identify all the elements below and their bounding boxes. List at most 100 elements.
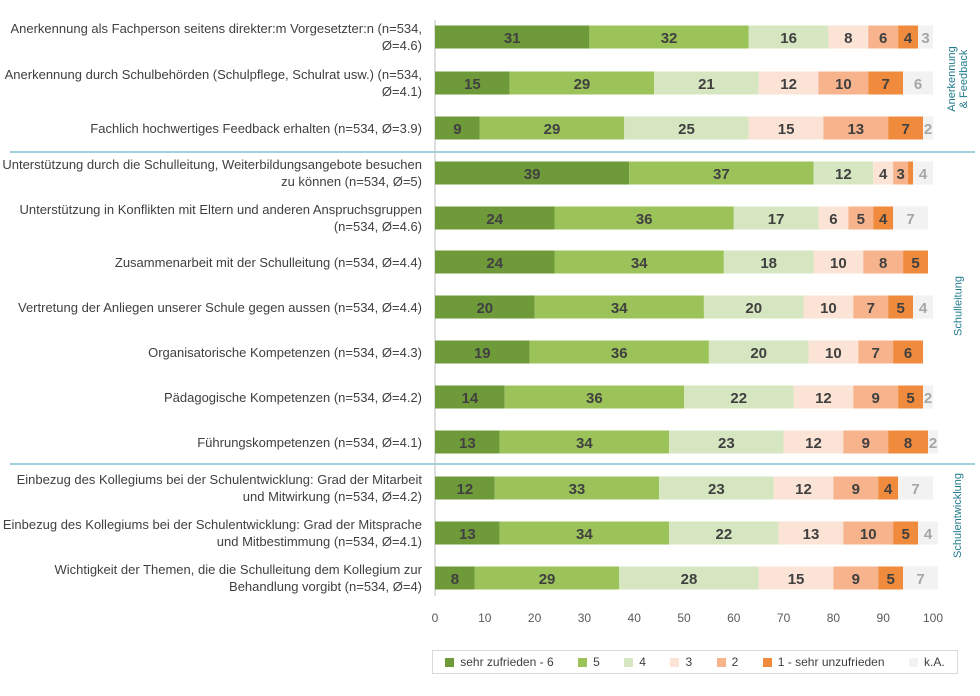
data-label: 6 bbox=[829, 211, 837, 228]
category-label: Einbezug des Kollegiums bei der Schulent… bbox=[16, 472, 422, 504]
data-label: 18 bbox=[760, 255, 777, 272]
data-label: 16 bbox=[780, 30, 797, 47]
bar-segment bbox=[534, 295, 704, 319]
bar-segment bbox=[898, 476, 933, 500]
bar-segment bbox=[758, 566, 834, 590]
data-label: 25 bbox=[678, 121, 695, 138]
data-label: 12 bbox=[795, 481, 812, 498]
bar-segment bbox=[868, 71, 904, 95]
data-label: 13 bbox=[803, 526, 820, 543]
bar-segment bbox=[435, 340, 530, 364]
bar-segment bbox=[435, 25, 590, 49]
bar-segment bbox=[554, 250, 724, 274]
bar-segment bbox=[435, 430, 500, 454]
x-tick-label: 90 bbox=[877, 611, 891, 625]
x-tick-label: 80 bbox=[827, 611, 841, 625]
bar-segment bbox=[813, 250, 864, 274]
x-tick-label: 30 bbox=[578, 611, 592, 625]
data-label: 7 bbox=[906, 211, 914, 228]
data-label: 36 bbox=[586, 390, 603, 407]
data-label: 28 bbox=[681, 571, 698, 588]
x-tick-label: 50 bbox=[677, 611, 691, 625]
data-label: 33 bbox=[569, 481, 586, 498]
data-label: 4 bbox=[879, 211, 888, 228]
group-label: Anerkennung & Feedback bbox=[946, 45, 970, 112]
x-tick-label: 10 bbox=[478, 611, 492, 625]
category-label: Unterstützung durch die Schulleitung, We… bbox=[2, 157, 422, 189]
legend-swatch bbox=[445, 657, 455, 667]
bar-segment bbox=[888, 295, 914, 319]
data-label: 9 bbox=[852, 481, 860, 498]
data-label: 32 bbox=[661, 30, 678, 47]
legend-label: 5 bbox=[593, 655, 600, 669]
bar-segment bbox=[893, 161, 909, 185]
bar-segment bbox=[435, 161, 630, 185]
data-label: 6 bbox=[904, 345, 912, 362]
bar-segment bbox=[435, 295, 535, 319]
bar-segment bbox=[848, 206, 874, 230]
bar-segment bbox=[828, 25, 869, 49]
category-label: Pädagogische Kompetenzen (n=534, Ø=4.2) bbox=[163, 389, 422, 405]
data-label: 4 bbox=[924, 526, 933, 543]
data-label: 10 bbox=[860, 526, 877, 543]
bar-segment bbox=[823, 116, 889, 140]
data-label: 7 bbox=[872, 345, 880, 362]
bar-segment bbox=[863, 250, 904, 274]
data-label: 4 bbox=[919, 300, 928, 317]
data-label: 5 bbox=[901, 526, 909, 543]
bar-segment bbox=[888, 430, 929, 454]
bar-segment bbox=[898, 385, 924, 409]
data-label: 34 bbox=[631, 255, 648, 272]
data-label: 34 bbox=[611, 300, 628, 317]
bar-segment bbox=[435, 476, 495, 500]
bar-segment bbox=[908, 161, 914, 185]
bar-segment bbox=[435, 71, 510, 95]
x-tick-label: 100 bbox=[923, 611, 943, 625]
bar-segment bbox=[435, 116, 480, 140]
data-label: 5 bbox=[886, 571, 894, 588]
legend-label: 2 bbox=[731, 655, 739, 669]
data-label: 10 bbox=[820, 300, 837, 317]
category-label: Vertretung der Anliegen unserer Schule g… bbox=[17, 299, 422, 315]
group-label: Schulleitung bbox=[952, 275, 964, 336]
data-label: 8 bbox=[904, 435, 912, 452]
data-label: 22 bbox=[715, 526, 732, 543]
data-label: 10 bbox=[835, 76, 852, 93]
legend-item: sehr zufrieden - 6 bbox=[445, 655, 554, 669]
x-tick-label: 40 bbox=[628, 611, 642, 625]
bar-segment bbox=[509, 71, 655, 95]
data-label: 5 bbox=[857, 211, 865, 228]
data-label: 24 bbox=[486, 255, 503, 272]
data-label: 6 bbox=[879, 30, 887, 47]
bar-segment bbox=[893, 521, 919, 545]
category-label: Anerkennung als Fachperson seitens direk… bbox=[10, 21, 422, 53]
bar-segment bbox=[833, 476, 879, 500]
bar-segment bbox=[873, 206, 894, 230]
bar-segment bbox=[435, 566, 475, 590]
data-label: 5 bbox=[896, 300, 904, 317]
data-label: 6 bbox=[914, 76, 922, 93]
data-label: 24 bbox=[486, 211, 503, 228]
data-label: 15 bbox=[778, 121, 795, 138]
category-label: Zusammenarbeit mit der Schulleitung (n=5… bbox=[114, 254, 422, 270]
bar-segment bbox=[833, 566, 879, 590]
bar-segment bbox=[878, 566, 904, 590]
bar-segment bbox=[843, 521, 894, 545]
bar-segment bbox=[803, 295, 854, 319]
legend-swatch bbox=[624, 657, 634, 667]
x-tick-label: 60 bbox=[727, 611, 741, 625]
bar-segment bbox=[669, 521, 779, 545]
legend-label: 3 bbox=[685, 655, 693, 669]
bar-segment bbox=[843, 430, 889, 454]
bar-segment bbox=[708, 340, 809, 364]
bar-segment bbox=[435, 250, 555, 274]
bar-segment bbox=[629, 161, 814, 185]
bar-segment bbox=[669, 430, 784, 454]
legend-swatch bbox=[716, 657, 726, 667]
data-label: 14 bbox=[462, 390, 479, 407]
data-label: 19 bbox=[474, 345, 491, 362]
data-label: 20 bbox=[476, 300, 493, 317]
data-label: 4 bbox=[904, 30, 913, 47]
bar-segment bbox=[868, 25, 899, 49]
bar-segment bbox=[723, 250, 814, 274]
